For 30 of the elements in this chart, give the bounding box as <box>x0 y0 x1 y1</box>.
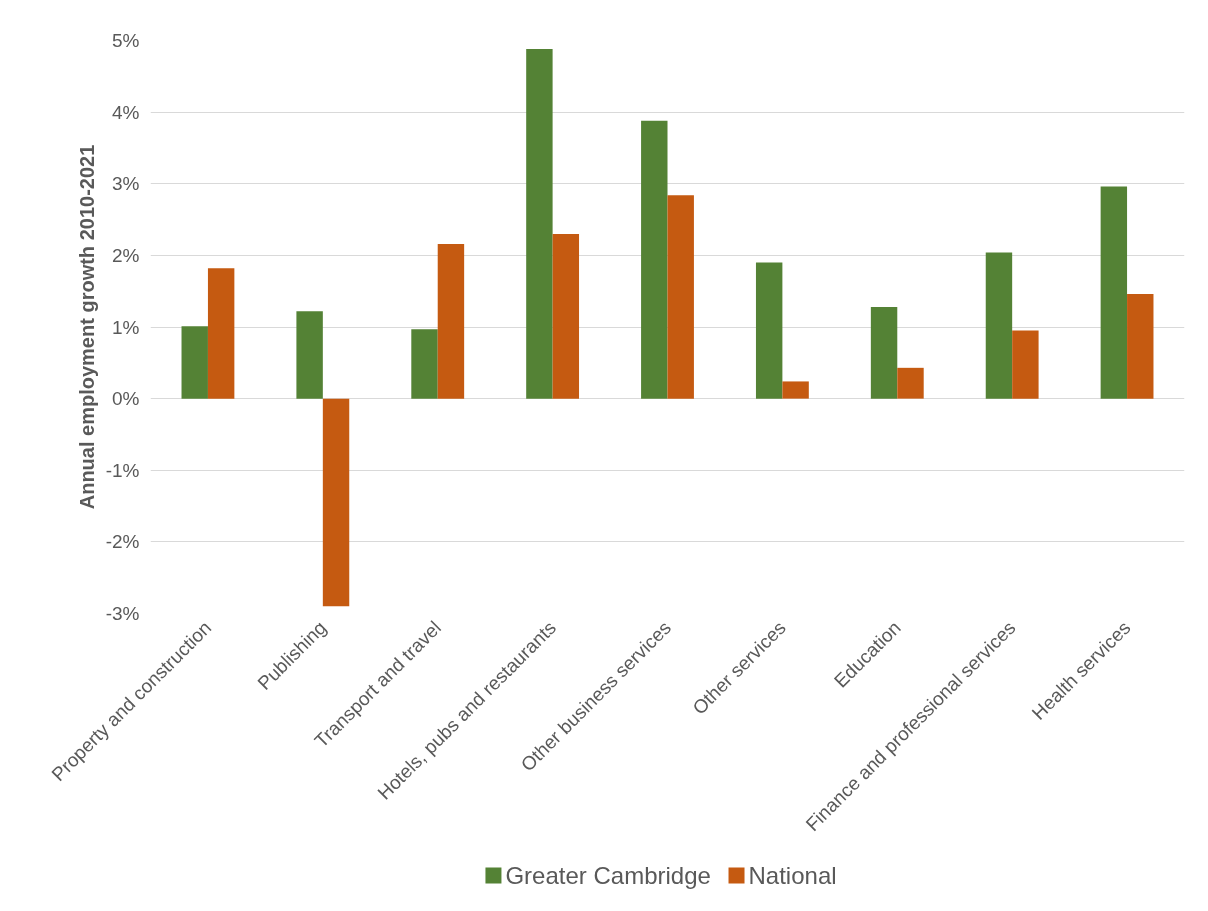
y-tick-label: 2% <box>112 244 140 266</box>
y-tick-label: -1% <box>105 459 140 481</box>
bar <box>897 367 924 399</box>
legend-label: Greater Cambridge <box>505 862 711 889</box>
bar <box>667 195 694 399</box>
bar <box>641 120 668 399</box>
y-tick-label: 4% <box>112 101 140 123</box>
bar <box>985 252 1013 399</box>
bar <box>437 243 465 399</box>
bar <box>782 381 809 399</box>
bar <box>207 268 235 399</box>
y-tick-label: 1% <box>112 316 140 338</box>
legend-label: National <box>748 862 837 889</box>
bar <box>411 329 438 399</box>
bar <box>552 233 580 399</box>
bar <box>296 311 323 399</box>
bar <box>181 326 208 399</box>
bar <box>1100 186 1128 399</box>
bar <box>1127 294 1154 399</box>
bar <box>1012 330 1039 399</box>
bar <box>322 398 350 607</box>
y-axis-title: Annual employment growth 2010-2021 <box>75 144 98 510</box>
y-tick-label: -2% <box>105 531 140 553</box>
bar <box>870 306 898 399</box>
y-tick-label: 5% <box>112 30 140 51</box>
bar <box>526 49 553 399</box>
bar <box>755 262 783 399</box>
y-tick-label: 0% <box>112 388 140 410</box>
y-tick-label: -3% <box>105 603 140 624</box>
y-tick-label: 3% <box>112 173 140 195</box>
